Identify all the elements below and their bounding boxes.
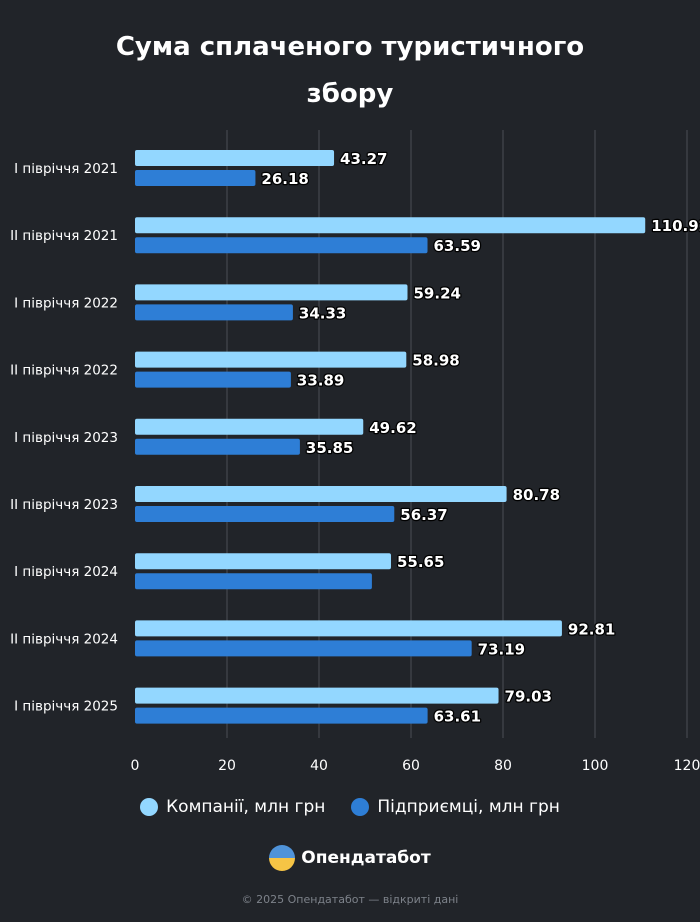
- footer-copyright: © 2025 Опендатабот — відкриті дані: [241, 893, 459, 906]
- x-tick-label: 60: [402, 758, 420, 774]
- bar: [135, 217, 646, 234]
- bar: [135, 486, 507, 502]
- legend-item-companies[interactable]: Компанії, млн грн: [140, 797, 325, 817]
- category-label: ІІ півріччя 2023: [10, 497, 118, 513]
- data-label: 26.18: [261, 170, 308, 188]
- bar: [135, 640, 472, 657]
- bar-chart: 0 20 40 60 80 100 120 І півріччя 2021 43.27 26.18…: [10, 130, 700, 774]
- data-label: 33.89: [297, 372, 344, 390]
- data-label: 92.81: [568, 620, 615, 638]
- legend-item-entrepreneurs[interactable]: Підприємці, млн грн: [351, 797, 560, 817]
- bar: [135, 150, 335, 166]
- chart-title-line-2: збору: [306, 79, 394, 109]
- data-label: 63.59: [434, 237, 481, 255]
- data-label: 49.62: [369, 419, 416, 437]
- data-label: 56.37: [400, 506, 447, 524]
- data-label: 63.61: [434, 708, 481, 726]
- category-label: І півріччя 2025: [14, 699, 118, 715]
- data-label: 110.92: [651, 217, 700, 235]
- bar: [135, 687, 499, 704]
- x-tick-label: 100: [582, 758, 609, 774]
- bar: [135, 573, 372, 590]
- brand-name: Опендатабот: [301, 848, 431, 868]
- bar: [135, 506, 395, 522]
- data-label: 55.65: [397, 553, 444, 571]
- chart-title: Сума сплаченого туристичного збору: [0, 24, 700, 118]
- brand-logo[interactable]: Опендатабот: [0, 845, 700, 871]
- data-label: 43.27: [340, 150, 387, 168]
- legend-swatch-companies: [140, 798, 159, 816]
- category-label: ІІ півріччя 2021: [10, 228, 118, 244]
- bar: [135, 284, 408, 301]
- x-tick-label: 40: [310, 758, 328, 774]
- x-tick-label: 80: [494, 758, 512, 774]
- category-label: ІІ півріччя 2022: [10, 363, 118, 379]
- data-label: 79.03: [505, 688, 552, 706]
- chart-title-line-1: Сума сплаченого туристичного: [115, 32, 585, 62]
- data-label: 73.19: [478, 640, 525, 658]
- bar: [135, 371, 291, 388]
- bar: [135, 553, 391, 570]
- bar: [135, 237, 428, 254]
- brand-logo-icon: [269, 845, 296, 871]
- x-tick-label: 20: [218, 758, 236, 774]
- bar: [135, 707, 428, 724]
- data-label: 80.78: [513, 486, 560, 504]
- bar: [135, 418, 364, 435]
- data-label: 35.85: [306, 439, 353, 457]
- legend-label-entrepreneurs: Підприємці, млн грн: [377, 797, 560, 817]
- legend-label-companies: Компанії, млн грн: [166, 797, 326, 817]
- legend: Компанії, млн грн Підприємці, млн грн: [0, 797, 700, 817]
- bar: [135, 304, 293, 321]
- data-label: 34.33: [299, 304, 346, 322]
- bar: [135, 620, 562, 637]
- data-label: 59.24: [414, 284, 461, 302]
- category-label: ІІ півріччя 2024: [10, 631, 118, 647]
- category-label: І півріччя 2021: [14, 161, 118, 177]
- category-label: І півріччя 2023: [14, 430, 118, 446]
- category-label: І півріччя 2024: [14, 564, 118, 580]
- bar: [135, 438, 300, 455]
- category-label: І півріччя 2022: [14, 295, 118, 311]
- bar: [135, 170, 256, 186]
- bar: [135, 351, 407, 368]
- data-label: 58.98: [412, 352, 459, 370]
- x-tick-label: 120: [674, 758, 700, 774]
- legend-swatch-entrepreneurs: [351, 798, 370, 816]
- x-tick-label: 0: [131, 758, 140, 774]
